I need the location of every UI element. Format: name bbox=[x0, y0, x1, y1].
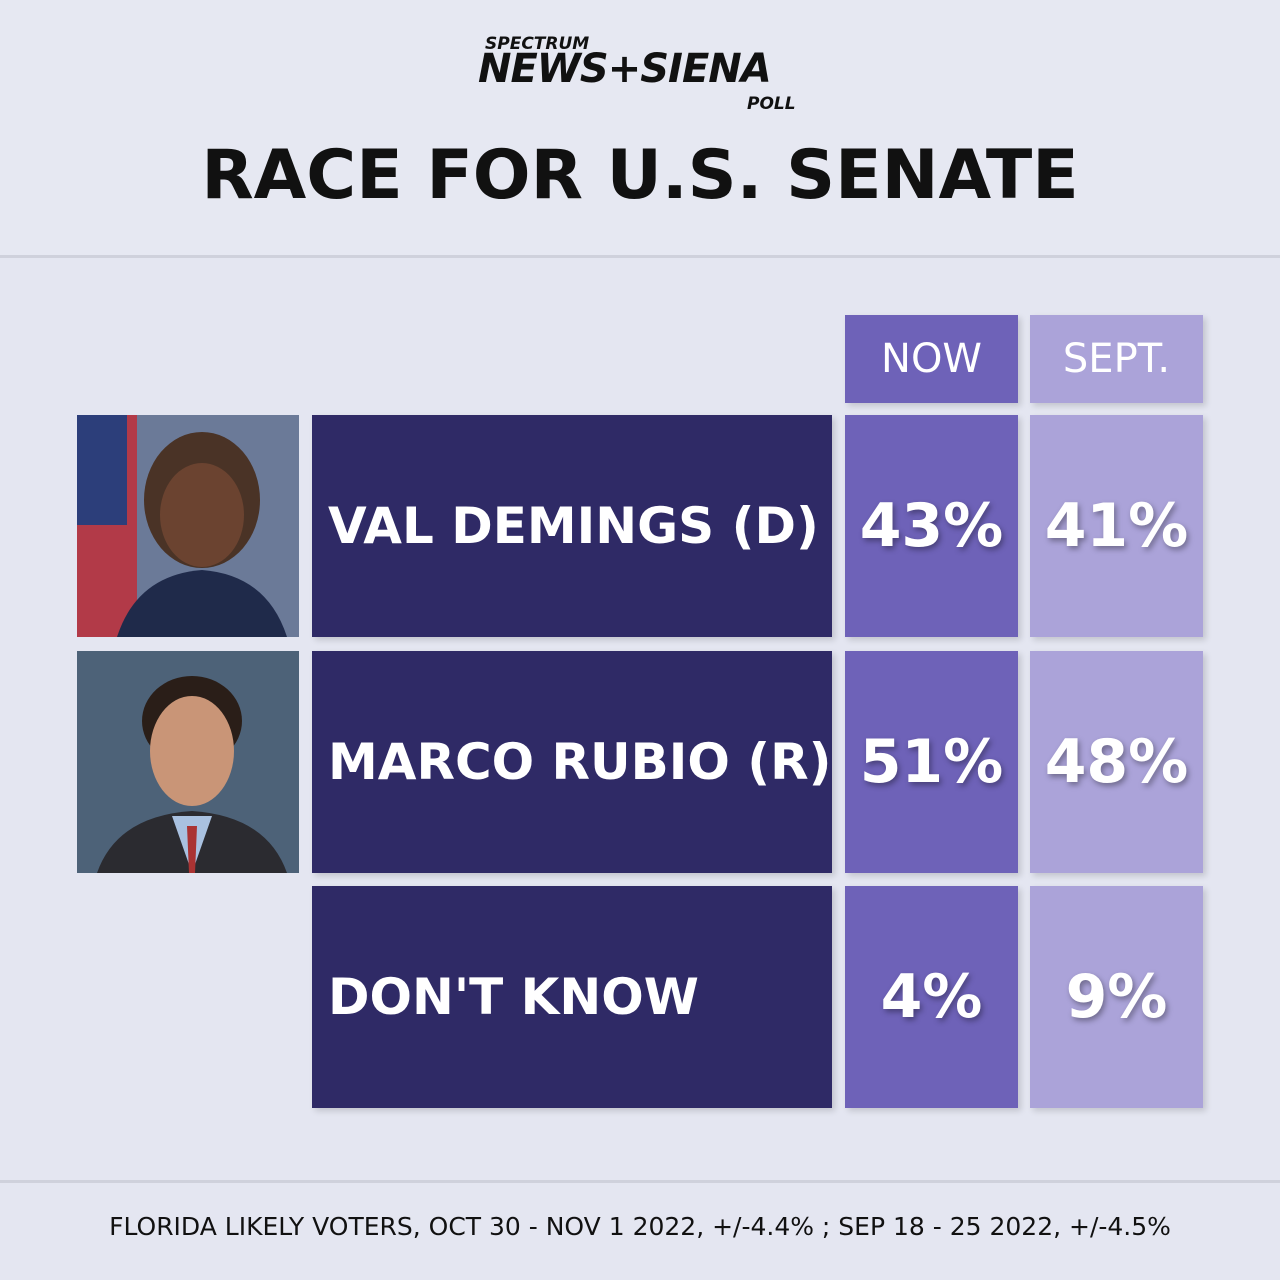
column-header: SEPT. bbox=[1030, 315, 1203, 403]
title: RACE FOR U.S. SENATE bbox=[201, 136, 1079, 215]
row-label: VAL DEMINGS (D) bbox=[312, 415, 832, 637]
candidate-photo bbox=[77, 651, 299, 873]
footer bbox=[0, 1180, 1280, 1280]
header bbox=[0, 0, 1280, 258]
now-value: 51% bbox=[845, 651, 1018, 873]
row-label: DON'T KNOW bbox=[312, 886, 832, 1108]
candidate-photo bbox=[77, 415, 299, 637]
column-header: NOW bbox=[845, 315, 1018, 403]
logo-bottom: POLL bbox=[747, 94, 796, 114]
logo-top: SPECTRUM bbox=[485, 34, 590, 54]
now-value: 4% bbox=[845, 886, 1018, 1108]
sept-value: 9% bbox=[1030, 886, 1203, 1108]
sept-value: 41% bbox=[1030, 415, 1203, 637]
sept-value: 48% bbox=[1030, 651, 1203, 873]
now-value: 43% bbox=[845, 415, 1018, 637]
row-label: MARCO RUBIO (R) bbox=[312, 651, 832, 873]
logo-main: NEWS+SIENA bbox=[478, 46, 772, 92]
footnote: FLORIDA LIKELY VOTERS, OCT 30 - NOV 1 20… bbox=[109, 1212, 1171, 1241]
